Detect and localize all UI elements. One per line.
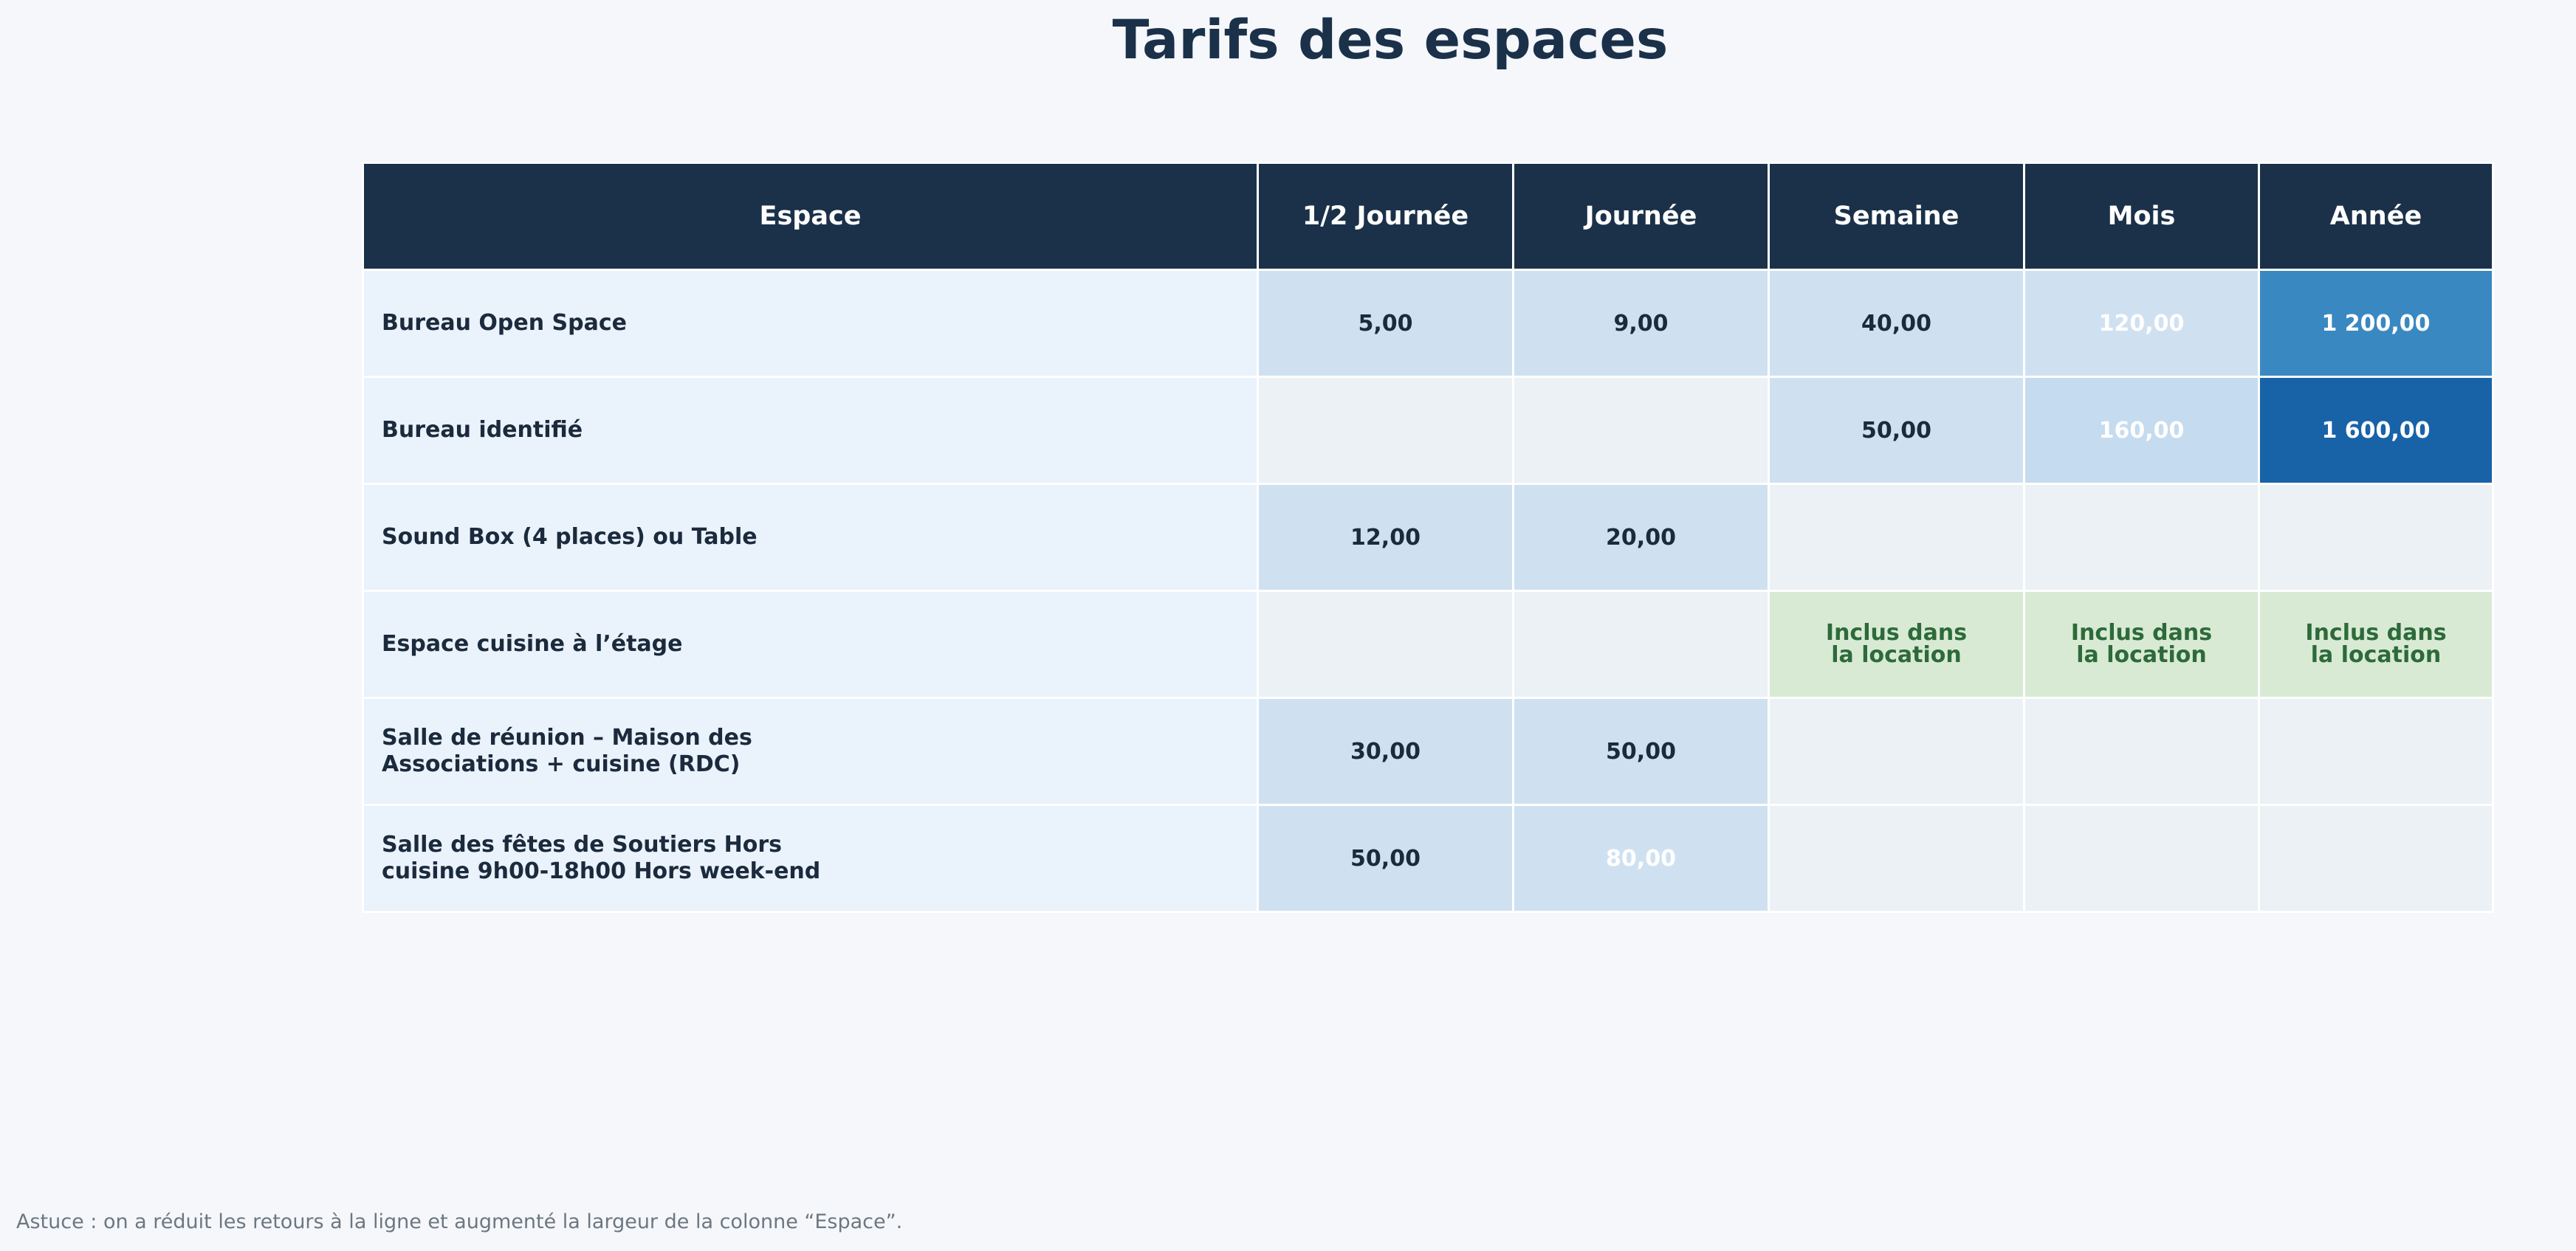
row-label: Bureau Open Space	[362, 269, 1259, 378]
empty-cell	[1768, 697, 2025, 806]
row-label: Salle des fêtes de Soutiers Hors cuisine…	[362, 804, 1259, 913]
empty-cell	[1512, 590, 1770, 699]
price-cell: 12,00	[1257, 483, 1514, 592]
price-cell: 50,00	[1512, 697, 1770, 806]
footnote: Astuce : on a réduit les retours à la li…	[16, 1210, 903, 1233]
empty-cell	[1768, 483, 2025, 592]
column-header-journee: Journée	[1512, 162, 1770, 271]
price-cell: 30,00	[1257, 697, 1514, 806]
table-row: Salle de réunion – Maison des Associatio…	[362, 697, 2494, 806]
empty-cell	[2023, 483, 2260, 592]
row-label-text: Salle de réunion – Maison des Associatio…	[382, 725, 752, 777]
price-cell: 1 600,00	[2258, 376, 2494, 485]
table-row: Espace cuisine à l’étage Inclus dans la l…	[362, 590, 2494, 699]
empty-cell	[2023, 804, 2260, 913]
price-cell: 20,00	[1512, 483, 1770, 592]
empty-cell	[1768, 804, 2025, 913]
included-cell: Inclus dans la location	[1768, 590, 2025, 699]
included-text: Inclus dans la location	[2070, 620, 2213, 668]
empty-cell	[1257, 376, 1514, 485]
price-cell: 80,00	[1512, 804, 1770, 913]
row-label-text: Espace cuisine à l’étage	[382, 631, 683, 657]
price-cell: 5,00	[1257, 269, 1514, 378]
row-label-text: Sound Box (4 places) ou Table	[382, 524, 758, 550]
row-label-text: Bureau identifié	[382, 417, 583, 443]
table-row: Salle des fêtes de Soutiers Hors cuisine…	[362, 804, 2494, 913]
price-cell: 50,00	[1257, 804, 1514, 913]
included-text: Inclus dans la location	[2305, 620, 2447, 668]
price-cell: 40,00	[1768, 269, 2025, 378]
table-row: Bureau identifié 50,00 160,00 1 600,00	[362, 376, 2494, 485]
empty-cell	[1512, 376, 1770, 485]
included-text: Inclus dans la location	[1825, 620, 1968, 668]
row-label: Sound Box (4 places) ou Table	[362, 483, 1259, 592]
empty-cell	[2023, 697, 2260, 806]
price-cell: 160,00	[2023, 376, 2260, 485]
header-row: Espace 1/2 Journée Journée Semaine Mois …	[362, 162, 2494, 271]
empty-cell	[2258, 483, 2494, 592]
empty-cell	[1257, 590, 1514, 699]
price-cell: 50,00	[1768, 376, 2025, 485]
column-header-demi-journee: 1/2 Journée	[1257, 162, 1514, 271]
row-label: Bureau identifié	[362, 376, 1259, 485]
table-row: Bureau Open Space 5,00 9,00 40,00 120,00 1 20…	[362, 269, 2494, 378]
empty-cell	[2258, 804, 2494, 913]
row-label: Salle de réunion – Maison des Associatio…	[362, 697, 1259, 806]
row-label-text: Bureau Open Space	[382, 310, 627, 336]
row-label: Espace cuisine à l’étage	[362, 590, 1259, 699]
price-cell: 120,00	[2023, 269, 2260, 378]
table-row: Sound Box (4 places) ou Table 12,00 20,00	[362, 483, 2494, 592]
column-header-espace: Espace	[362, 162, 1259, 271]
row-label-text: Salle des fêtes de Soutiers Hors cuisine…	[382, 832, 821, 884]
column-header-semaine: Semaine	[1768, 162, 2025, 271]
included-cell: Inclus dans la location	[2023, 590, 2260, 699]
price-cell: 9,00	[1512, 269, 1770, 378]
included-cell: Inclus dans la location	[2258, 590, 2494, 699]
page-title: Tarifs des espaces	[1112, 9, 1669, 72]
column-header-mois: Mois	[2023, 162, 2260, 271]
empty-cell	[2258, 697, 2494, 806]
table-body: Bureau Open Space 5,00 9,00 40,00 120,00 1 20…	[362, 269, 2494, 913]
column-header-annee: Année	[2258, 162, 2494, 271]
pricing-table: Espace 1/2 Journée Journée Semaine Mois …	[362, 162, 2494, 913]
price-cell: 1 200,00	[2258, 269, 2494, 378]
